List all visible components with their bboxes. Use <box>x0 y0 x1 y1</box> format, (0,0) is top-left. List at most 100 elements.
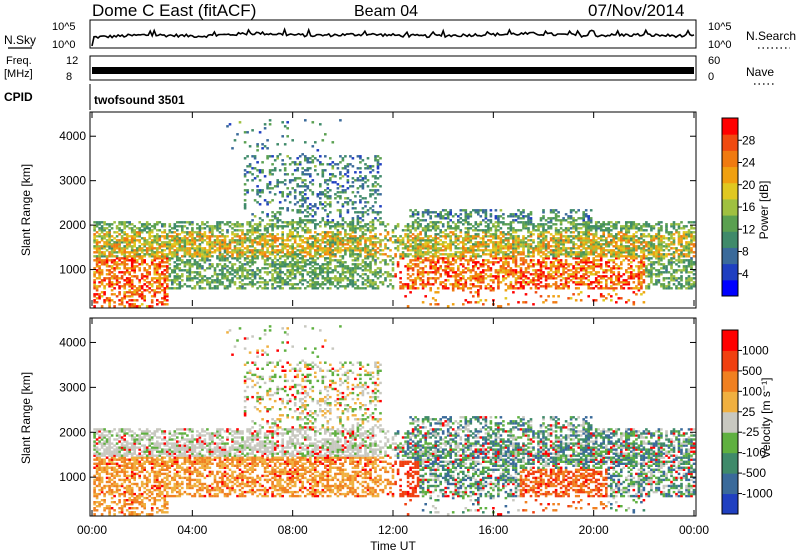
echo-cell <box>331 283 335 286</box>
echo-cell <box>271 241 274 244</box>
echo-cell <box>201 239 204 242</box>
echo-cell <box>186 279 189 282</box>
echo-cell <box>549 277 553 280</box>
echo-cell <box>128 245 131 248</box>
echo-cell <box>253 271 257 274</box>
echo-cell <box>130 245 134 248</box>
echo-cell <box>557 295 560 298</box>
echo-cell <box>148 243 151 246</box>
echo-cell <box>95 241 99 244</box>
echo-cell <box>311 243 315 246</box>
echo-cell <box>459 257 463 260</box>
echo-cell <box>371 165 375 168</box>
echo-cell <box>416 223 420 226</box>
echo-cell <box>110 259 114 262</box>
echo-cell <box>293 257 297 260</box>
echo-cell <box>178 285 182 288</box>
echo-cell <box>579 275 583 278</box>
echo-cell <box>574 247 578 250</box>
echo-cell <box>228 251 232 254</box>
echo-cell <box>226 271 229 274</box>
echo-cell <box>356 285 360 288</box>
echo-cell <box>293 265 297 268</box>
echo-cell <box>206 253 209 256</box>
echo-cell <box>499 305 503 308</box>
echo-cell <box>361 273 365 276</box>
echo-cell <box>268 155 272 158</box>
echo-cell <box>472 265 475 268</box>
echo-cell <box>293 253 297 256</box>
echo-cell <box>238 281 242 284</box>
echo-cell <box>293 195 297 198</box>
echo-cell <box>406 283 410 286</box>
echo-cell <box>125 257 129 260</box>
echo-cell <box>140 255 144 258</box>
echo-cell <box>145 247 149 250</box>
echo-cell <box>544 249 548 252</box>
echo-cell <box>268 257 272 260</box>
echo-cell <box>416 233 420 236</box>
echo-cell <box>231 233 234 236</box>
echo-cell <box>557 239 560 242</box>
echo-cell <box>376 257 380 260</box>
echo-cell <box>291 179 294 182</box>
echo-cell <box>248 171 252 174</box>
echo-cell <box>329 177 332 180</box>
echo-cell <box>579 223 583 226</box>
echo-cell <box>469 257 473 260</box>
echo-cell <box>464 267 468 270</box>
echo-cell <box>587 257 590 260</box>
echo-cell <box>431 265 435 268</box>
echo-cell <box>115 275 119 278</box>
echo-cell <box>426 235 430 238</box>
echo-cell <box>544 285 548 288</box>
echo-cell <box>376 247 380 250</box>
echo-cell <box>304 141 307 144</box>
echo-cell <box>326 235 330 238</box>
echo-cell <box>118 239 121 242</box>
echo-cell <box>306 205 310 208</box>
echo-cell <box>113 305 116 308</box>
echo-cell <box>434 279 437 282</box>
echo-cell <box>115 247 119 250</box>
echo-cell <box>123 285 126 288</box>
echo-cell <box>125 279 129 282</box>
echo-cell <box>314 241 317 244</box>
echo-cell <box>166 245 169 248</box>
echo-cell <box>439 265 442 268</box>
echo-cell <box>296 267 299 270</box>
echo-cell <box>502 275 505 278</box>
echo-cell <box>569 231 573 234</box>
echo-cell <box>522 251 525 254</box>
echo-cell <box>439 275 442 278</box>
echo-cell <box>196 277 199 280</box>
echo-cell <box>364 287 367 290</box>
echo-cell <box>379 211 382 214</box>
echo-cell <box>93 275 96 278</box>
echo-cell <box>100 295 104 298</box>
echo-cell <box>527 247 530 250</box>
echo-cell <box>248 237 252 240</box>
echo-cell <box>288 233 292 236</box>
echo-cell <box>171 251 174 254</box>
echo-cell <box>584 277 588 280</box>
echo-cell <box>271 247 274 250</box>
echo-cell <box>248 283 252 286</box>
echo-cell <box>459 279 463 282</box>
echo-cell <box>293 163 297 166</box>
echo-cell <box>557 229 560 232</box>
echo-cell <box>319 183 322 186</box>
echo-cell <box>484 277 488 280</box>
echo-cell <box>369 241 372 244</box>
echo-cell <box>569 247 573 250</box>
echo-cell <box>113 251 116 254</box>
echo-cell <box>494 269 498 272</box>
echo-cell <box>113 237 116 240</box>
echo-cell <box>271 245 274 248</box>
echo-cell <box>349 251 352 254</box>
echo-cell <box>178 257 182 260</box>
echo-cell <box>564 249 568 252</box>
echo-cell <box>376 211 380 214</box>
echo-cell <box>301 251 304 254</box>
